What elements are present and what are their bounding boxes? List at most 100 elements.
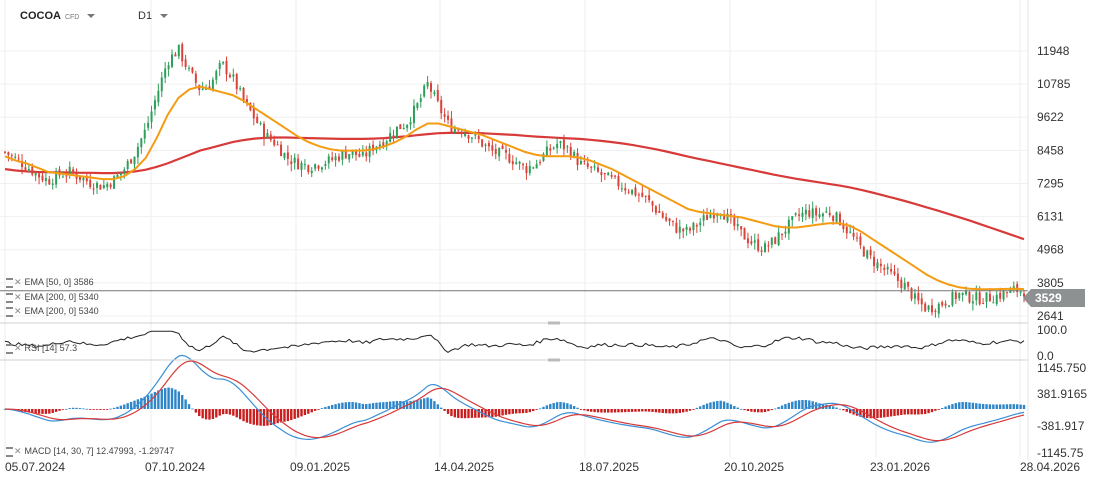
rsi-tick-label: 0.0: [1037, 349, 1054, 363]
macd-histogram-bar: [208, 409, 211, 420]
macd-histogram-bar: [344, 402, 348, 409]
macd-histogram-bar: [508, 409, 511, 415]
legend-ema200-duplicate[interactable]: ✕ EMA [200, 0] 5340: [6, 306, 99, 317]
candle-body: [965, 290, 968, 295]
candle-body: [256, 116, 259, 123]
settings-icon[interactable]: [6, 446, 13, 457]
panel-dividers[interactable]: [0, 0, 1029, 460]
candle-body: [102, 185, 105, 189]
macd-histogram-bar: [784, 404, 787, 409]
macd-histogram-bar: [954, 403, 958, 409]
macd-histogram-bar: [794, 400, 797, 409]
candle-body: [542, 153, 545, 161]
candle-body: [113, 176, 116, 189]
macd-histogram-bar: [743, 409, 746, 411]
macd-histogram-bar: [290, 409, 293, 421]
candle-body: [893, 271, 896, 275]
macd-histogram-bar: [831, 406, 835, 409]
macd-histogram-bar: [443, 409, 446, 411]
ema200-line: [4, 131, 1025, 241]
macd-tick-label: 1145.750: [1037, 361, 1086, 375]
macd-histogram-bar: [313, 409, 317, 411]
macd-histogram-bar: [671, 409, 675, 414]
macd-histogram-bar: [1012, 404, 1015, 409]
macd-histogram-bar: [324, 406, 327, 409]
candle-body: [82, 177, 85, 181]
close-icon[interactable]: ✕: [14, 292, 22, 302]
macd-histogram-bar: [862, 409, 866, 418]
macd-histogram-bar: [140, 397, 143, 409]
candle-body: [941, 301, 944, 306]
macd-histogram-bar: [37, 409, 41, 414]
candle-body: [607, 172, 610, 176]
macd-histogram-bar: [627, 409, 630, 413]
candle-body: [600, 172, 603, 176]
macd-histogram-bar: [477, 409, 480, 418]
timeframe-selector[interactable]: D1: [138, 10, 169, 22]
candle-body: [78, 176, 81, 180]
macd-histogram-bar: [31, 409, 34, 414]
candle-body: [453, 128, 456, 133]
x-tick-label: 09.01.2025: [290, 460, 350, 474]
legend-rsi[interactable]: ✕ RSI [14] 57.3: [6, 343, 77, 354]
candle-body: [620, 188, 623, 190]
candle-body: [269, 134, 272, 140]
macd-histogram-bar: [368, 403, 371, 409]
candle-body: [136, 146, 139, 158]
candle-body: [51, 183, 54, 185]
candle-body: [361, 152, 364, 156]
macd-histogram-bar: [65, 408, 68, 410]
settings-icon[interactable]: [6, 306, 13, 317]
close-icon[interactable]: ✕: [14, 277, 22, 287]
candle-body: [746, 238, 749, 244]
candle-body: [447, 115, 450, 120]
macd-histogram-bar: [716, 401, 719, 409]
chevron-down-icon: [87, 14, 96, 19]
candle-body: [549, 148, 552, 151]
settings-icon[interactable]: [6, 343, 13, 354]
candle-body: [211, 79, 214, 90]
candle-body: [382, 142, 385, 148]
candle-body: [525, 166, 528, 174]
candle-body: [235, 74, 238, 90]
candle-body: [907, 281, 910, 287]
x-tick-label: 28.04.2026: [1020, 460, 1080, 474]
macd-histogram-bar: [375, 402, 378, 409]
macd-histogram-bar: [981, 403, 985, 409]
candle-body: [27, 168, 30, 170]
candle-body: [430, 83, 433, 92]
candle-body: [951, 292, 954, 306]
symbol-selector[interactable]: COCOA CFD: [20, 10, 96, 22]
legend-macd[interactable]: ✕ MACD [14, 30, 7] 12.47993, -1.29747: [6, 446, 174, 457]
macd-histogram-bar: [334, 404, 337, 409]
candle-body: [678, 226, 681, 233]
candle-body: [671, 220, 674, 222]
legend-ema50[interactable]: ✕ EMA [50, 0] 3586: [6, 277, 94, 288]
candle-body: [263, 123, 266, 139]
candle-body: [392, 135, 395, 137]
macd-histogram-bar: [804, 400, 808, 409]
macd-histogram-bar: [958, 402, 961, 409]
close-icon[interactable]: ✕: [14, 343, 22, 353]
candle-body: [886, 266, 889, 270]
candle-body: [225, 60, 228, 75]
candle-body: [44, 177, 47, 181]
y-tick-label: 8458: [1037, 143, 1064, 157]
settings-icon[interactable]: [6, 292, 13, 303]
macd-histogram-bar: [198, 409, 201, 417]
macd-histogram-bar: [872, 409, 876, 419]
macd-histogram-bar: [68, 408, 71, 409]
settings-icon[interactable]: [6, 277, 13, 288]
candle-body: [245, 99, 248, 103]
candle-body: [971, 301, 974, 304]
legend-ema200[interactable]: ✕ EMA [200, 0] 5340: [6, 292, 99, 303]
candle-body: [402, 128, 405, 130]
macd-histogram-bar: [780, 405, 784, 409]
macd-histogram-bar: [450, 409, 453, 417]
candle-body: [358, 153, 361, 157]
candle-body: [406, 124, 409, 129]
close-icon[interactable]: ✕: [14, 446, 22, 456]
candle-body: [443, 114, 446, 117]
close-icon[interactable]: ✕: [14, 306, 22, 316]
